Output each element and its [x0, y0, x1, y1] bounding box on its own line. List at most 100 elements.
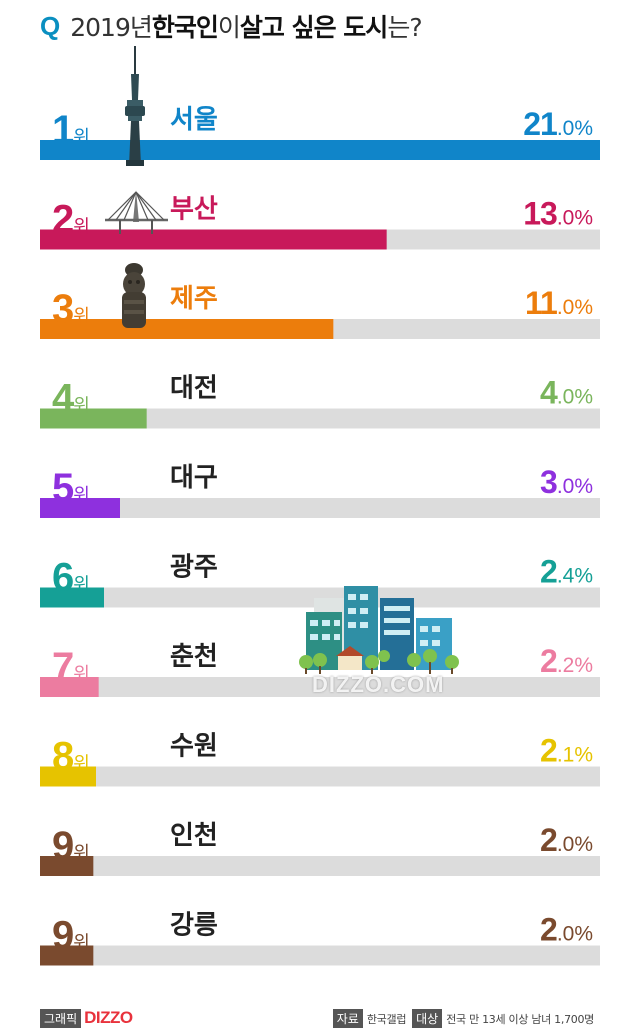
- bar-9: [40, 856, 94, 876]
- target-tag: 대상: [412, 1009, 443, 1028]
- rank-number-3: 3: [52, 287, 73, 331]
- bar-10: [40, 945, 94, 966]
- rank-label-1: 1위: [52, 108, 90, 152]
- percent-label-3: 11.0%: [525, 285, 593, 321]
- source-text: 한국갤럽: [366, 1012, 407, 1026]
- rank-suffix-5: 위: [73, 485, 90, 506]
- percent-dec-9: .0%: [557, 833, 593, 856]
- bar-7: [40, 677, 99, 697]
- percent-dec-1: .0%: [557, 117, 593, 140]
- percent-dec-5: .0%: [557, 475, 593, 498]
- city-label-10: 강릉: [170, 911, 218, 941]
- rank-suffix-2: 위: [73, 217, 90, 238]
- percent-label-4: 4.0%: [540, 375, 593, 411]
- percent-int-6: 2: [540, 554, 557, 590]
- percent-int-10: 2: [540, 912, 557, 948]
- percent-int-8: 2: [540, 733, 557, 769]
- rank-label-7: 7위: [52, 645, 90, 689]
- bar-1: [40, 140, 600, 160]
- percent-dec-8: .1%: [557, 744, 593, 767]
- city-label-6: 광주: [170, 553, 218, 583]
- percent-int-3: 11: [525, 285, 557, 321]
- percent-int-2: 13: [523, 196, 557, 232]
- percent-label-2: 13.0%: [523, 196, 593, 232]
- percent-int-7: 2: [540, 643, 557, 679]
- city-label-4: 대전: [170, 374, 218, 404]
- rank-number-5: 5: [52, 466, 74, 510]
- rank-label-10: 9위: [52, 914, 90, 958]
- rank-label-9: 9위: [52, 824, 90, 868]
- bar-3: [40, 319, 334, 339]
- percent-dec-2: .0%: [557, 207, 593, 230]
- graphic-tag: 그래픽: [40, 1008, 82, 1028]
- rank-suffix-6: 위: [73, 575, 90, 596]
- bar-8: [40, 766, 96, 787]
- rank-label-3: 3위: [52, 287, 90, 331]
- rank-label-5: 5위: [52, 466, 90, 510]
- city-label-9: 인천: [170, 821, 218, 851]
- rank-label-2: 2위: [52, 198, 90, 242]
- percent-label-7: 2.2%: [540, 643, 593, 679]
- percent-int-5: 3: [540, 464, 557, 500]
- percent-dec-7: .2%: [557, 654, 593, 677]
- city-label-1: 서울: [170, 105, 218, 135]
- source-tag: 자료: [332, 1009, 363, 1028]
- bar-track-5: [40, 498, 600, 518]
- dol-hareubang-icon: [122, 263, 146, 328]
- percent-label-10: 2.0%: [540, 912, 593, 948]
- watermark-text: DIZZO.COM: [312, 672, 445, 697]
- rank-suffix-8: 위: [73, 754, 90, 775]
- percent-dec-10: .0%: [557, 923, 593, 946]
- rank-suffix-7: 위: [73, 664, 90, 685]
- bar-2: [40, 229, 387, 250]
- percent-dec-4: .0%: [557, 386, 593, 409]
- percent-label-1: 21.0%: [523, 106, 593, 142]
- percent-int-4: 4: [540, 375, 558, 411]
- question-mark-label: Q: [40, 10, 61, 41]
- title-year: 2019년: [70, 13, 153, 42]
- percent-label-9: 2.0%: [540, 822, 593, 858]
- bar-track-9: [40, 856, 600, 876]
- graphic-credit: 그래픽 DIZZO: [40, 1008, 133, 1028]
- rank-suffix-4: 위: [73, 396, 90, 417]
- percent-dec-3: .0%: [557, 296, 593, 319]
- footer: 그래픽 DIZZO 자료 한국갤럽 대상 전국 만 13세 이상 남녀 1,70…: [40, 1008, 600, 1030]
- percent-dec-6: .4%: [557, 565, 593, 588]
- rank-label-4: 4위: [52, 377, 90, 421]
- rank-suffix-10: 위: [73, 933, 90, 954]
- title-bold-city: 살고 싶은 도시: [239, 13, 388, 42]
- city-label-7: 춘천: [170, 642, 218, 672]
- bar-track-6: [40, 587, 600, 608]
- rank-number-4: 4: [52, 377, 75, 421]
- dizzo-logo: DIZZO: [84, 1008, 133, 1027]
- percent-int-1: 21: [523, 106, 557, 142]
- city-buildings-icon: [299, 586, 459, 674]
- rank-label-8: 8위: [52, 735, 90, 779]
- source-info: 자료 한국갤럽 대상 전국 만 13세 이상 남녀 1,700명: [332, 1009, 600, 1028]
- rank-number-9: 9: [52, 824, 73, 868]
- rank-number-6: 6: [52, 556, 73, 600]
- namsan-tower-icon: [125, 46, 145, 166]
- rank-number-10: 9: [52, 914, 73, 958]
- bar-4: [40, 408, 147, 429]
- rank-number-1: 1: [52, 108, 74, 152]
- title-bold-koreans: 한국인: [151, 13, 219, 42]
- rank-label-6: 6위: [52, 556, 90, 600]
- rank-suffix-1: 위: [73, 127, 90, 148]
- bar-6: [40, 587, 104, 608]
- bar-track-4: [40, 408, 600, 429]
- rank-number-7: 7: [52, 645, 73, 689]
- city-label-3: 제주: [170, 284, 218, 314]
- bar-track-7: [40, 677, 600, 697]
- bridge-icon: [105, 190, 168, 234]
- rank-suffix-3: 위: [73, 306, 90, 327]
- percent-label-6: 2.4%: [540, 554, 593, 590]
- bar-5: [40, 498, 120, 518]
- city-label-5: 대구: [170, 463, 218, 493]
- rank-suffix-9: 위: [73, 843, 90, 864]
- city-label-8: 수원: [170, 732, 218, 762]
- bar-track-8: [40, 766, 600, 787]
- rank-number-2: 2: [52, 198, 73, 242]
